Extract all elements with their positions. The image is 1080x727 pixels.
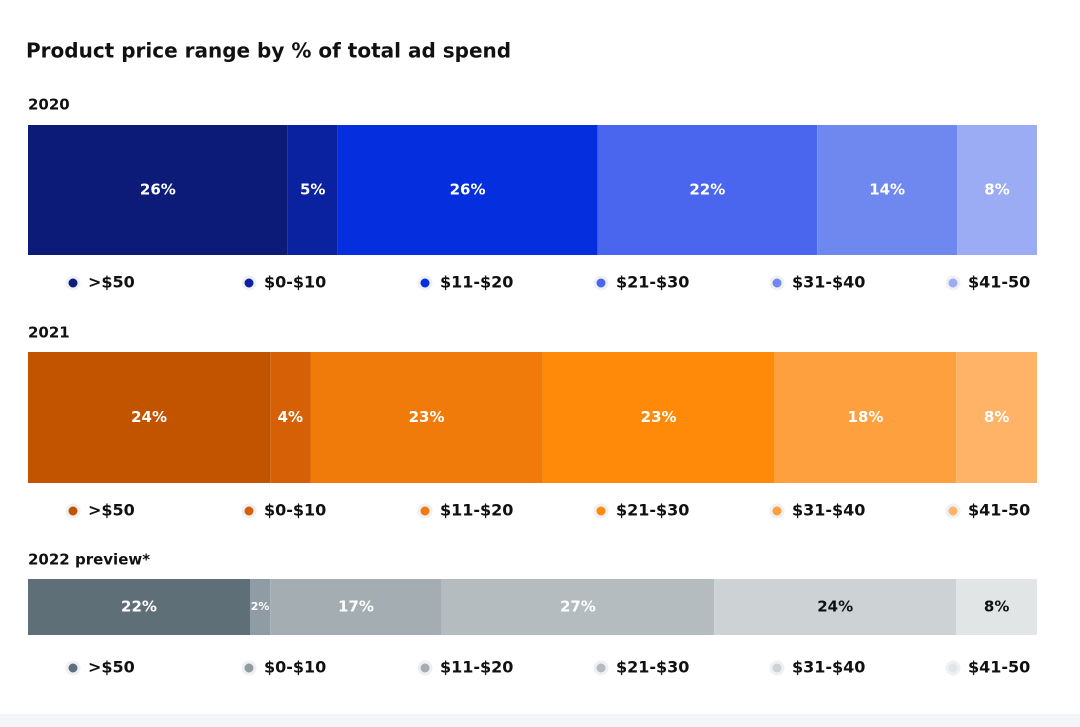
legend-marker: [945, 503, 961, 519]
value-label: 23%: [409, 408, 445, 426]
legend-marker: [417, 660, 433, 676]
bar-segment: [28, 125, 288, 255]
value-label: 24%: [817, 598, 853, 616]
bar-segment: [714, 579, 957, 635]
bar-group-title: 2020: [28, 96, 70, 114]
bar-segment: [287, 125, 338, 255]
legend-label: $21-$30: [616, 501, 689, 520]
legend-label: $21-$30: [616, 658, 689, 677]
value-label: 17%: [338, 598, 374, 616]
legend-label: $41-50: [968, 273, 1030, 292]
value-label: 8%: [984, 181, 1009, 199]
legend-marker: [65, 660, 81, 676]
bar-segment: [956, 352, 1037, 483]
bar-segment: [249, 579, 271, 635]
bar-segment: [337, 125, 598, 255]
bar-segment: [441, 579, 715, 635]
legend-marker: [417, 503, 433, 519]
legend-label: $0-$10: [264, 658, 326, 677]
legend-label: $41-50: [968, 501, 1030, 520]
legend-marker: [769, 275, 785, 291]
legend-marker: [65, 275, 81, 291]
footer-strip: [0, 714, 1080, 727]
legend-label: $21-$30: [616, 273, 689, 292]
legend-label: $31-$40: [792, 658, 865, 677]
legend-marker: [769, 660, 785, 676]
legend-marker: [593, 503, 609, 519]
legend-marker: [945, 275, 961, 291]
value-label: 8%: [984, 408, 1009, 426]
legend-marker: [593, 660, 609, 676]
legend-marker: [417, 275, 433, 291]
value-label: 23%: [641, 408, 677, 426]
legend-marker: [241, 660, 257, 676]
value-label: 22%: [689, 181, 725, 199]
legend-marker: [65, 503, 81, 519]
value-label: 4%: [278, 408, 303, 426]
value-label: 2%: [251, 600, 270, 613]
value-label: 26%: [140, 181, 176, 199]
bar-segment: [28, 352, 271, 483]
bar-segment: [270, 579, 442, 635]
value-label: 22%: [121, 598, 157, 616]
value-label: 24%: [131, 408, 167, 426]
chart-title: Product price range by % of total ad spe…: [26, 39, 511, 63]
legend-label: >$50: [88, 273, 135, 292]
bar-segment: [597, 125, 818, 255]
legend-label: >$50: [88, 658, 135, 677]
value-label: 18%: [848, 408, 884, 426]
bar-segment: [270, 352, 311, 483]
legend-label: $31-$40: [792, 273, 865, 292]
legend-label: $0-$10: [264, 501, 326, 520]
value-label: 8%: [984, 598, 1009, 616]
bar-group-title: 2022 preview*: [28, 551, 150, 569]
legend-marker: [241, 503, 257, 519]
bar-group-title: 2021: [28, 324, 70, 342]
bar-segment: [542, 352, 775, 483]
legend-label: $31-$40: [792, 501, 865, 520]
legend-label: $11-$20: [440, 501, 513, 520]
legend-label: $11-$20: [440, 658, 513, 677]
legend-marker: [945, 660, 961, 676]
bar-segment: [28, 579, 250, 635]
bar-segment: [817, 125, 958, 255]
legend-label: $11-$20: [440, 273, 513, 292]
legend-marker: [769, 503, 785, 519]
legend-label: $41-50: [968, 658, 1030, 677]
legend-marker: [593, 275, 609, 291]
bar-segment: [957, 125, 1037, 255]
value-label: 26%: [450, 181, 486, 199]
value-label: 14%: [869, 181, 905, 199]
legend-label: $0-$10: [264, 273, 326, 292]
bar-segment: [956, 579, 1037, 635]
value-label: 27%: [560, 598, 596, 616]
bar-segment: [774, 352, 957, 483]
legend-marker: [241, 275, 257, 291]
bar-segment: [310, 352, 543, 483]
value-label: 5%: [300, 181, 325, 199]
legend-label: >$50: [88, 501, 135, 520]
